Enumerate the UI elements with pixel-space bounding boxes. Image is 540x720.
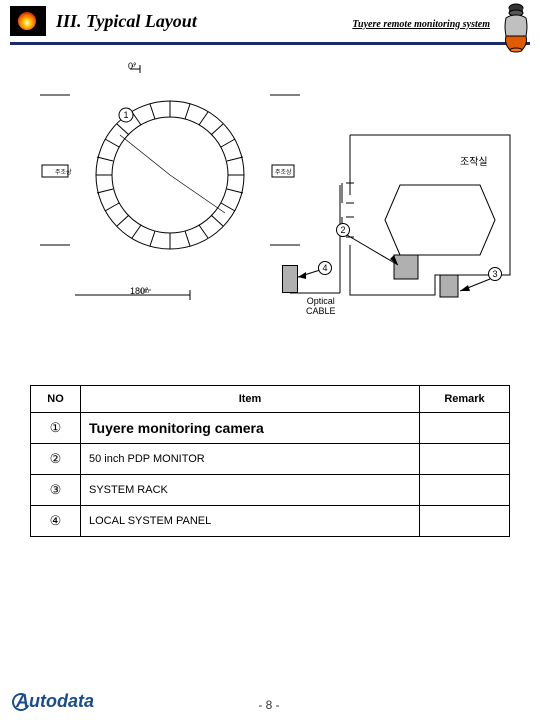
callout-3: 3 [488, 267, 502, 281]
cell-remark [420, 413, 510, 444]
angle-bottom: 180° [130, 287, 149, 297]
flame-photo-icon [10, 6, 46, 36]
footer-logo: Autodata [16, 691, 94, 712]
cell-remark [420, 506, 510, 537]
svg-text:1: 1 [123, 110, 128, 120]
cell-no: ③ [31, 475, 81, 506]
svg-text:조작실: 조작실 [460, 156, 488, 168]
angle-top: 0° [128, 62, 137, 72]
page-subtitle: Tuyere remote monitoring system [352, 19, 490, 30]
col-item: Item [81, 386, 420, 413]
furnace-icon [500, 2, 532, 54]
items-table: NO Item Remark ① Tuyere monitoring camer… [30, 385, 510, 537]
col-remark: Remark [420, 386, 510, 413]
diagram-panel-box [282, 265, 298, 293]
table-row: ④ LOCAL SYSTEM PANEL [31, 506, 510, 537]
col-no: NO [31, 386, 81, 413]
cell-no: ④ [31, 506, 81, 537]
svg-text:주조상: 주조상 [55, 168, 72, 176]
table-row: ② 50 inch PDP MONITOR [31, 444, 510, 475]
cell-no: ① [31, 413, 81, 444]
cell-no: ② [31, 444, 81, 475]
table-header-row: NO Item Remark [31, 386, 510, 413]
cell-remark [420, 444, 510, 475]
diagram-furnace-plan: 1 [40, 65, 300, 315]
page-header: III. Typical Layout Tuyere remote monito… [0, 0, 540, 36]
header-divider [10, 42, 530, 45]
page-footer: Autodata - 8 - [0, 691, 540, 712]
svg-text:주조상: 주조상 [275, 168, 292, 176]
table-row: ③ SYSTEM RACK [31, 475, 510, 506]
layout-diagram: 1 [0, 65, 540, 345]
cell-item: SYSTEM RACK [81, 475, 420, 506]
cell-remark [420, 475, 510, 506]
cell-item: LOCAL SYSTEM PANEL [81, 506, 420, 537]
cell-item: Tuyere monitoring camera [81, 413, 420, 444]
callout-2: 2 [336, 223, 350, 237]
cell-item: 50 inch PDP MONITOR [81, 444, 420, 475]
table-row: ① Tuyere monitoring camera [31, 413, 510, 444]
page-title: III. Typical Layout [56, 11, 352, 32]
callout-4: 4 [318, 261, 332, 275]
items-table-wrap: NO Item Remark ① Tuyere monitoring camer… [30, 385, 510, 537]
optical-cable-label: Optical CABLE [306, 297, 336, 317]
